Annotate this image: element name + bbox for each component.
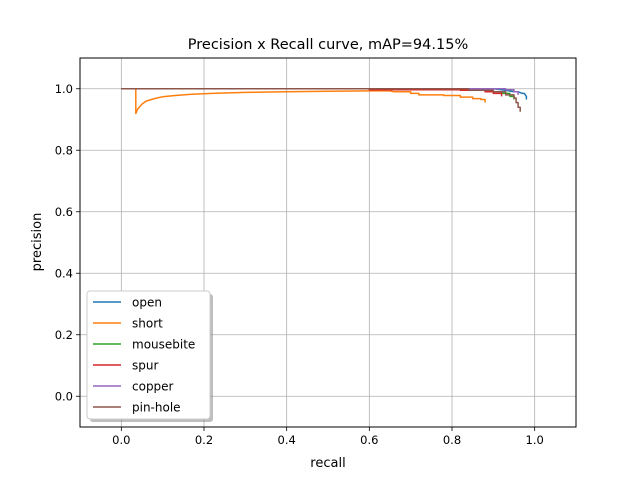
y-tick-label: 0.0 — [55, 389, 73, 403]
plot-frame — [79, 57, 577, 428]
chart-title: Precision x Recall curve, mAP=94.15% — [188, 37, 468, 53]
series-line-pin-hole — [121, 88, 521, 112]
series-lines — [121, 88, 528, 115]
y-tick-label: 0.6 — [55, 205, 73, 219]
legend-label: mousebite — [132, 338, 195, 352]
legend: open short mousebite spur copper pin-hole — [86, 290, 213, 422]
x-tick-label: 0.8 — [443, 433, 461, 447]
legend-label: copper — [132, 380, 174, 394]
y-tick-label: 1.0 — [55, 82, 73, 96]
x-axis-label: recall — [310, 456, 345, 471]
x-tick-label: 0.4 — [278, 433, 296, 447]
series-line-short — [121, 88, 486, 115]
x-tick-label: 1.0 — [526, 433, 544, 447]
legend-label: pin-hole — [132, 401, 181, 415]
y-axis: 0.0 0.2 0.4 0.6 0.8 1.0 — [55, 82, 80, 403]
legend-label: short — [132, 317, 163, 331]
y-tick-label: 0.8 — [55, 143, 73, 157]
x-axis: 0.0 0.2 0.4 0.6 0.8 1.0 — [112, 427, 544, 447]
y-tick-label: 0.2 — [55, 328, 73, 342]
x-tick-label: 0.0 — [112, 433, 130, 447]
legend-label: spur — [132, 359, 158, 373]
x-tick-label: 0.6 — [360, 433, 378, 447]
y-tick-label: 0.4 — [55, 266, 73, 280]
x-tick-label: 0.2 — [195, 433, 213, 447]
legend-label: open — [132, 296, 162, 310]
y-axis-label: precision — [30, 213, 45, 272]
series-line-copper — [121, 88, 519, 95]
